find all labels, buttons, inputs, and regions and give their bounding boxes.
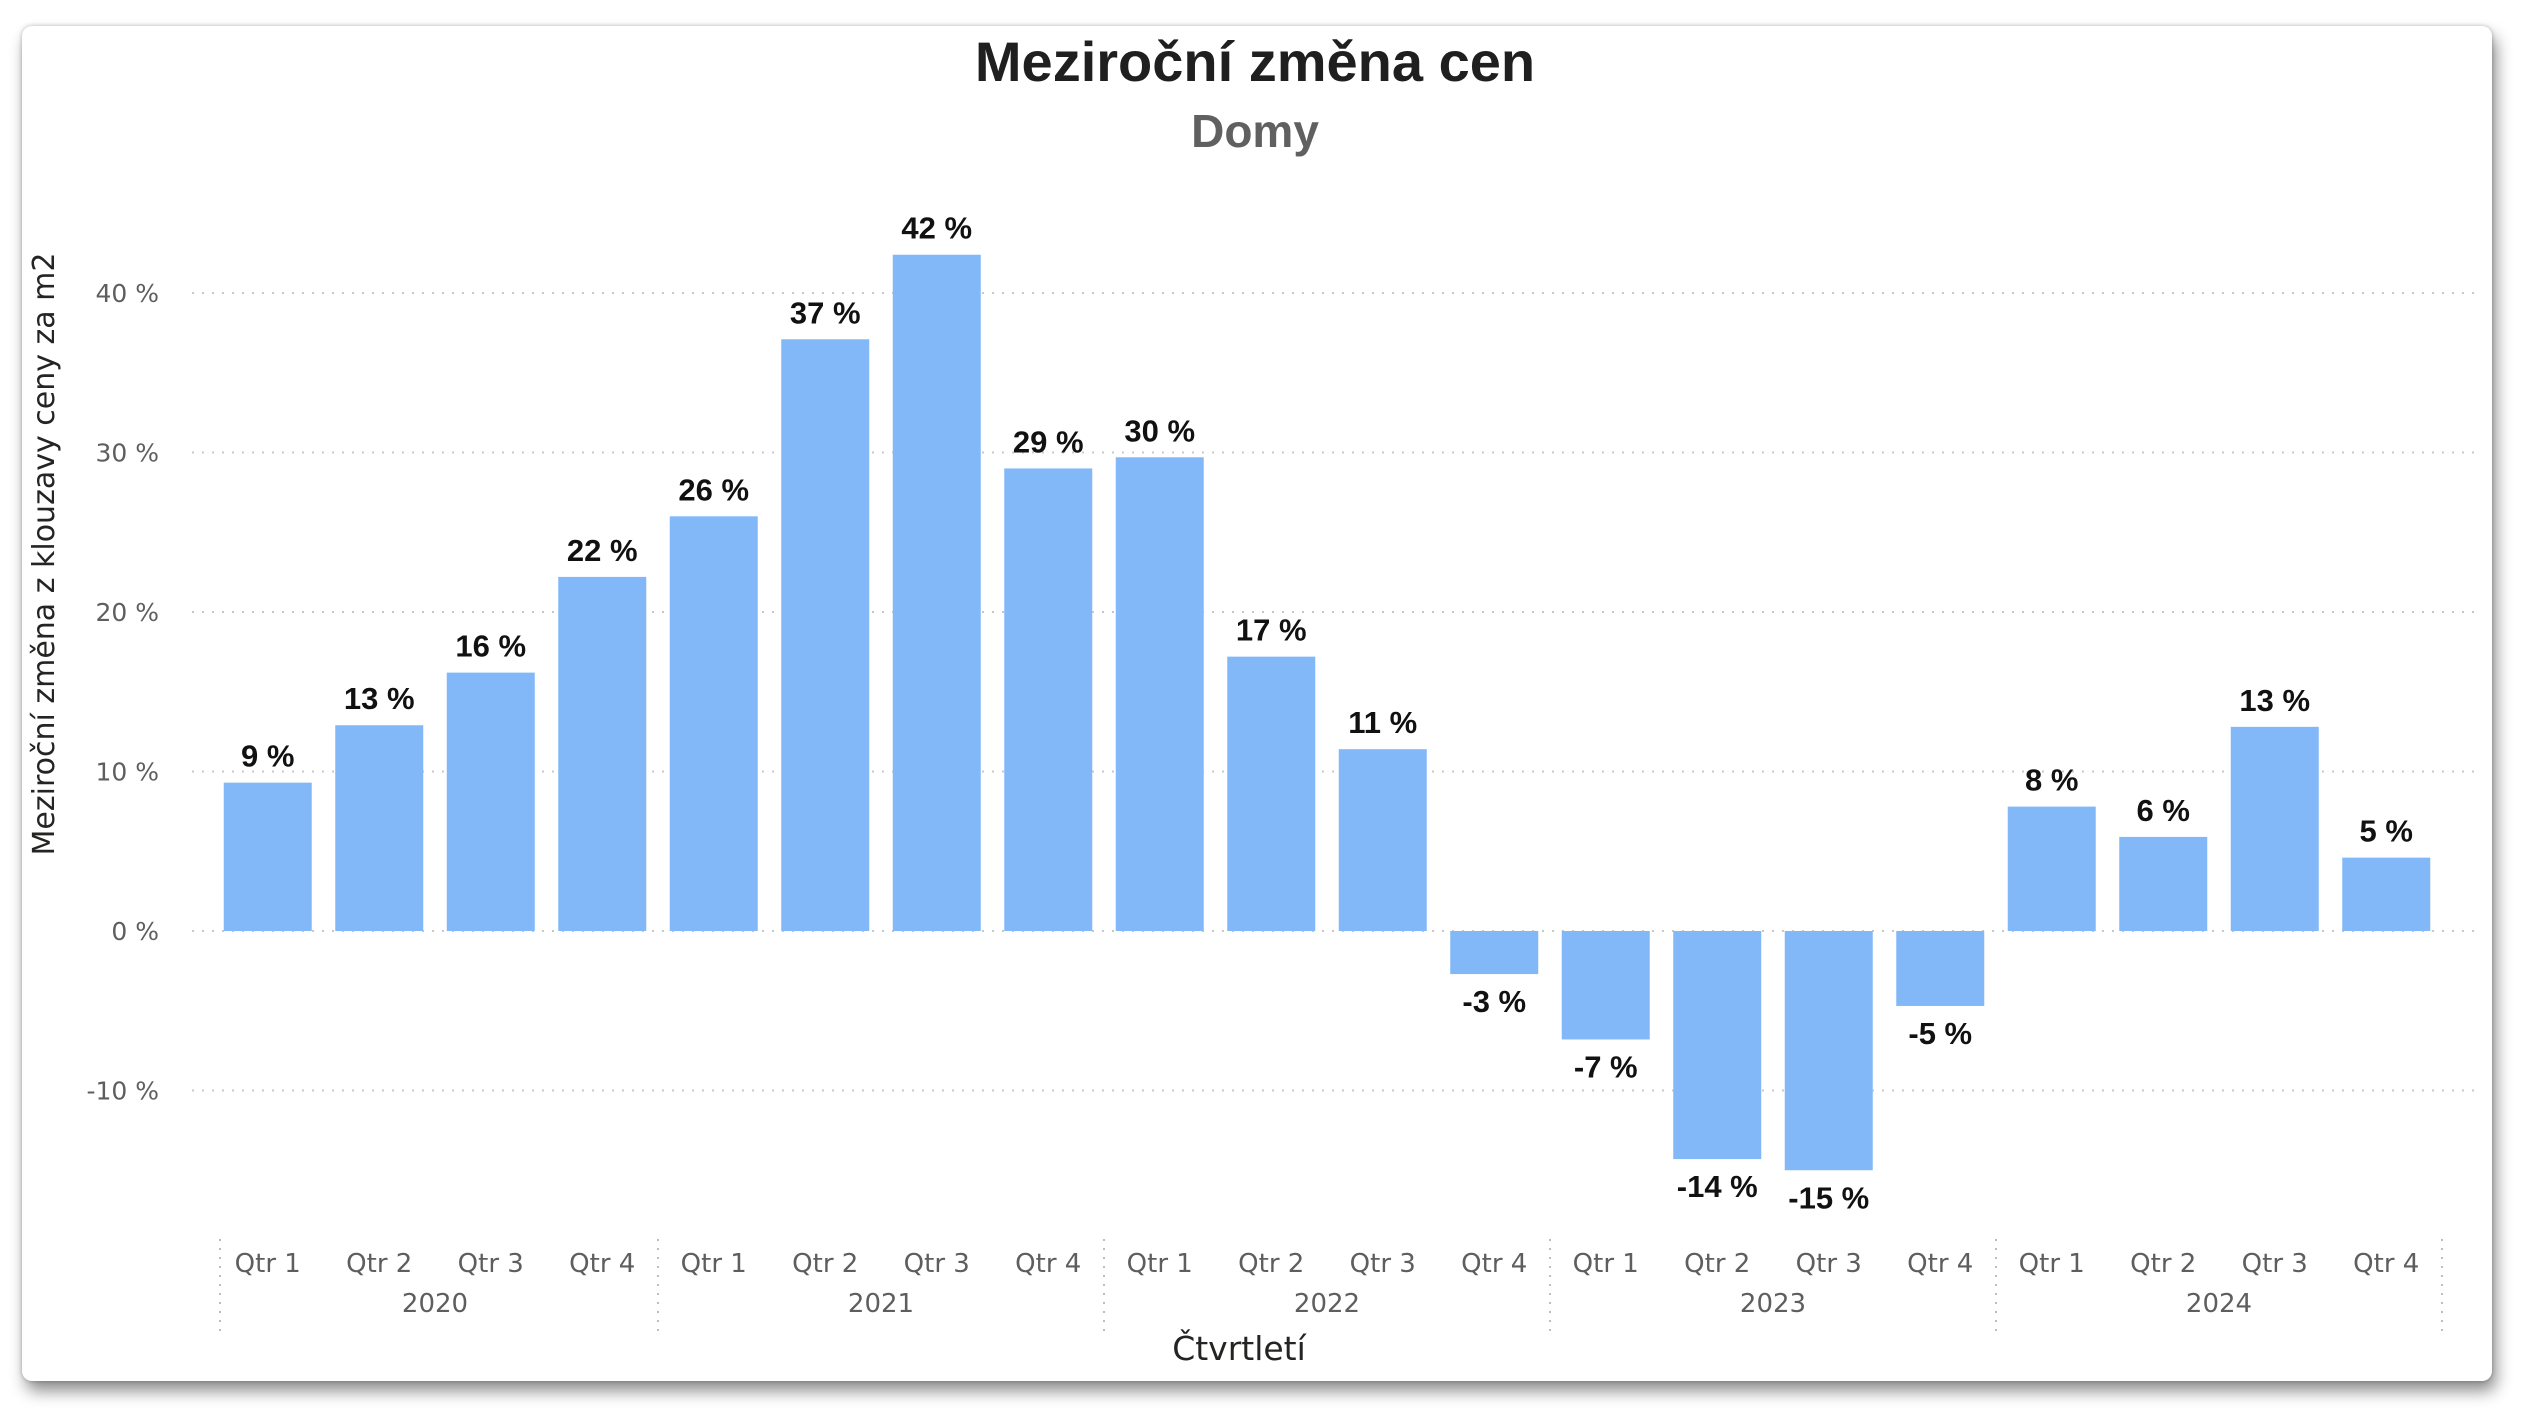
x-axis: Qtr 1 Qtr 2 Qtr 3 Qtr 4 Qtr 1 Qtr 2 Qtr 3 Qtr 4… bbox=[219, 1239, 2443, 1331]
bar[interactable] bbox=[1784, 931, 1873, 1171]
data-label: -15 % bbox=[1788, 1180, 1869, 1215]
x-tick-label: Qtr 4 bbox=[1907, 1249, 1973, 1279]
data-label: 26 % bbox=[678, 472, 749, 507]
x-tick-label: Qtr 1 bbox=[2019, 1249, 2085, 1279]
x-tick-label: Qtr 1 bbox=[235, 1249, 301, 1279]
data-label: -5 % bbox=[1908, 1016, 1972, 1051]
y-tick-label: 40 % bbox=[95, 279, 159, 308]
x-tick-label: Qtr 3 bbox=[2242, 1249, 2308, 1279]
y-axis-title: Meziroční změna z klouzavy ceny za m2 bbox=[27, 253, 62, 856]
x-axis-title: Čtvrtletí bbox=[1172, 1328, 1307, 1368]
bar[interactable] bbox=[446, 672, 535, 931]
year-label: 2021 bbox=[848, 1289, 914, 1319]
x-tick-label: Qtr 4 bbox=[1461, 1249, 1527, 1279]
year-label: 2024 bbox=[2186, 1289, 2252, 1319]
data-label: 5 % bbox=[2360, 814, 2413, 849]
x-tick-label: Qtr 4 bbox=[2353, 1249, 2419, 1279]
data-label: 8 % bbox=[2025, 763, 2078, 798]
x-tick-label: Qtr 2 bbox=[1238, 1249, 1304, 1279]
x-tick-label: Qtr 3 bbox=[1350, 1249, 1416, 1279]
data-label: -14 % bbox=[1677, 1169, 1758, 1204]
bar[interactable] bbox=[781, 339, 870, 931]
bar[interactable] bbox=[669, 516, 758, 931]
x-tick-label: Qtr 2 bbox=[2130, 1249, 2196, 1279]
data-label: 30 % bbox=[1124, 413, 1195, 448]
y-tick-label: 10 % bbox=[95, 758, 159, 787]
x-tick-label: Qtr 1 bbox=[1573, 1249, 1639, 1279]
bar[interactable] bbox=[223, 782, 312, 931]
data-label: 16 % bbox=[455, 629, 526, 664]
data-label: -7 % bbox=[1574, 1049, 1638, 1084]
bar[interactable] bbox=[1673, 931, 1762, 1160]
y-tick-label: 30 % bbox=[95, 439, 159, 468]
data-label: -3 % bbox=[1462, 984, 1526, 1019]
bar[interactable] bbox=[1115, 457, 1204, 931]
bar[interactable] bbox=[1338, 749, 1427, 931]
data-label: 6 % bbox=[2137, 793, 2190, 828]
y-axis-ticks: -10 % 0 % 10 % 20 % 30 % 40 % bbox=[86, 279, 159, 1106]
year-label: 2023 bbox=[1740, 1289, 1806, 1319]
bar[interactable] bbox=[892, 254, 981, 932]
data-label: 13 % bbox=[344, 681, 415, 716]
bar-chart: Meziroční změna cen Domy -10 % 0 % 10 % 20 … bbox=[27, 30, 2474, 1368]
bar[interactable] bbox=[1561, 931, 1650, 1040]
year-label: 2022 bbox=[1294, 1289, 1360, 1319]
x-tick-label: Qtr 3 bbox=[904, 1249, 970, 1279]
bar[interactable] bbox=[335, 725, 424, 931]
x-tick-label: Qtr 4 bbox=[569, 1249, 635, 1279]
data-labels: 9 % 13 % 16 % 22 % 26 % 37 % 42 % 29 % 30 % 17 % 1… bbox=[241, 211, 2413, 1216]
data-label: 9 % bbox=[241, 739, 294, 774]
y-tick-label: 20 % bbox=[95, 598, 159, 627]
x-tick-label: Qtr 2 bbox=[1684, 1249, 1750, 1279]
bar[interactable] bbox=[1896, 931, 1985, 1006]
chart-card: Meziroční změna cen Domy -10 % 0 % 10 % 20 … bbox=[22, 26, 2492, 1381]
chart-title: Meziroční změna cen bbox=[975, 30, 1535, 93]
bar[interactable] bbox=[1227, 656, 1316, 931]
bar[interactable] bbox=[558, 576, 647, 931]
data-label: 29 % bbox=[1013, 424, 1084, 459]
bars bbox=[223, 254, 2431, 1171]
x-tick-label: Qtr 4 bbox=[1015, 1249, 1081, 1279]
data-label: 37 % bbox=[790, 295, 861, 330]
x-tick-label: Qtr 2 bbox=[346, 1249, 412, 1279]
bar[interactable] bbox=[1004, 468, 1093, 931]
data-label: 42 % bbox=[901, 211, 972, 246]
y-tick-label: -10 % bbox=[86, 1077, 159, 1106]
y-tick-label: 0 % bbox=[111, 917, 159, 946]
data-label: 17 % bbox=[1236, 613, 1307, 648]
x-tick-label: Qtr 1 bbox=[681, 1249, 747, 1279]
chart-subtitle: Domy bbox=[1191, 105, 1319, 157]
bar[interactable] bbox=[2342, 857, 2431, 931]
data-label: 11 % bbox=[1348, 705, 1417, 740]
bar[interactable] bbox=[2119, 836, 2208, 931]
x-tick-label: Qtr 2 bbox=[792, 1249, 858, 1279]
x-tick-label: Qtr 3 bbox=[1796, 1249, 1862, 1279]
data-label: 13 % bbox=[2239, 683, 2310, 718]
bar[interactable] bbox=[2007, 806, 2096, 931]
x-tick-label: Qtr 3 bbox=[458, 1249, 524, 1279]
year-label: 2020 bbox=[402, 1289, 468, 1319]
bar[interactable] bbox=[1450, 931, 1539, 975]
bar[interactable] bbox=[2230, 726, 2319, 931]
x-tick-label: Qtr 1 bbox=[1127, 1249, 1193, 1279]
data-label: 22 % bbox=[567, 533, 638, 568]
